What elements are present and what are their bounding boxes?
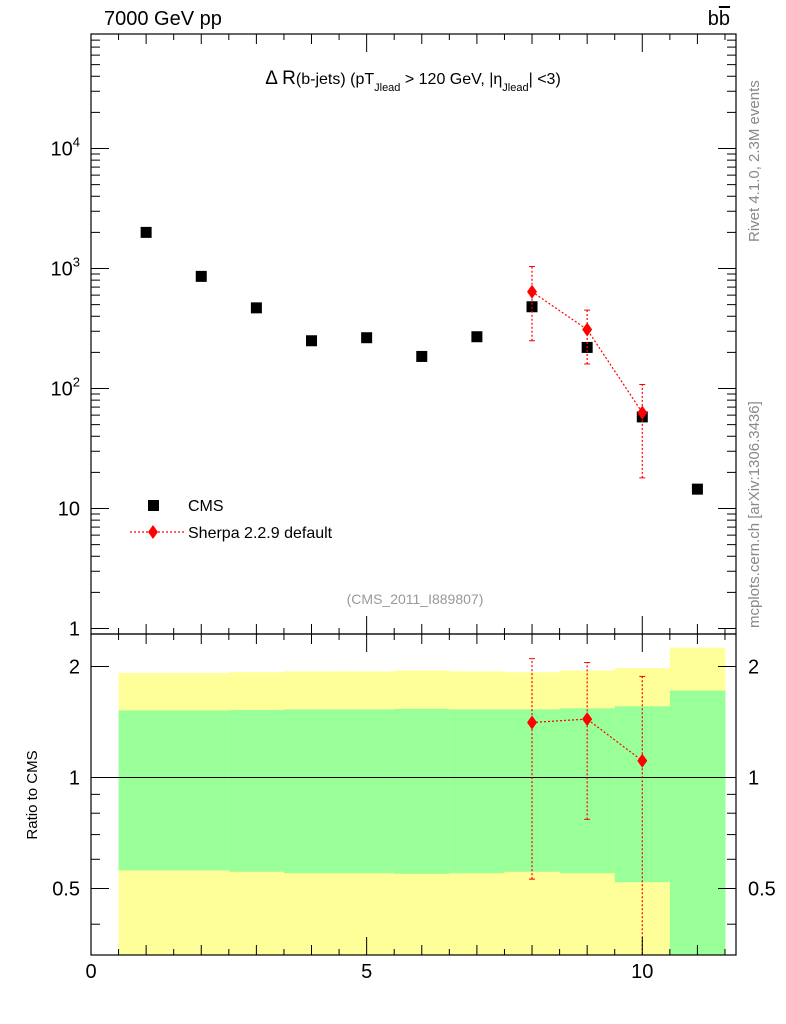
sherpa-main-point-1 — [582, 322, 593, 337]
band-inner-2 — [228, 709, 285, 872]
y-tick-label-main: 1 — [69, 619, 80, 641]
legend-sherpa-label: Sherpa 2.2.9 default — [188, 525, 333, 542]
process-label: bb — [708, 8, 730, 31]
process-label-b: b — [707, 8, 719, 30]
ratio-bands — [118, 647, 726, 955]
y-tick-label-main: 102 — [51, 375, 80, 401]
cms-point-5 — [416, 350, 428, 362]
cms-point-10 — [691, 483, 703, 495]
y-tick-label-ratio-right: 0.5 — [748, 878, 776, 900]
sherpa-ratio-point-1 — [582, 712, 593, 727]
energy-label: 7000 GeV pp — [104, 8, 222, 30]
sherpa-ratio-line — [531, 718, 643, 762]
y-tick-label-main: 103 — [51, 255, 80, 281]
cms-point-1 — [195, 270, 207, 282]
y-tick-label-ratio-right: 1 — [748, 767, 759, 789]
x-tick-label: 0 — [85, 961, 96, 983]
process-label-bbar: b — [718, 8, 730, 30]
band-inner-4 — [339, 709, 395, 874]
cms-point-6 — [471, 331, 483, 343]
sherpa-ratio-point-2 — [637, 753, 648, 768]
y-tick-label-ratio-left: 2 — [69, 656, 80, 678]
band-inner-6 — [449, 709, 505, 874]
y-tick-label-ratio-left: 0.5 — [52, 878, 80, 900]
y-tick-label-main: 104 — [51, 135, 80, 161]
sherpa-ratio-point-0 — [527, 715, 538, 730]
band-inner-1 — [173, 710, 230, 871]
band-inner-0 — [118, 710, 175, 871]
legend-cms-marker — [148, 500, 159, 511]
ratio-ylabel: Ratio to CMS — [24, 750, 41, 839]
legend: CMS Sherpa 2.2.9 default — [130, 498, 333, 542]
legend-cms-label: CMS — [188, 498, 224, 515]
analysis-id: (CMS_2011_I889807) — [347, 591, 484, 607]
x-tick-label: 5 — [361, 961, 372, 983]
sherpa-main-line — [531, 291, 643, 413]
ticks: 0 5 10 1 10 102 103 104 0.5 0.5 1 1 2 2 — [51, 33, 776, 983]
band-inner-3 — [283, 709, 340, 874]
cms-point-0 — [140, 226, 152, 238]
y-tick-label-main: 10 — [58, 499, 80, 521]
cms-point-4 — [361, 332, 373, 344]
sherpa-main-point-2 — [637, 405, 648, 420]
band-inner-5 — [394, 708, 450, 874]
ratio-series — [527, 658, 648, 955]
x-tick-label: 10 — [631, 961, 653, 983]
main-series — [140, 226, 703, 495]
y-tick-label-ratio-right: 2 — [748, 656, 759, 678]
main-frame — [90, 33, 737, 635]
band-inner-10 — [669, 690, 726, 955]
legend-sherpa-marker — [148, 525, 158, 539]
cms-point-3 — [306, 335, 318, 347]
plot-title: Δ R(b-jets) (pTJlead > 120 GeV, |ηJlead|… — [265, 68, 561, 94]
sherpa-main-point-0 — [527, 284, 538, 299]
cms-point-2 — [250, 302, 262, 314]
y-tick-label-ratio-left: 1 — [69, 767, 80, 789]
